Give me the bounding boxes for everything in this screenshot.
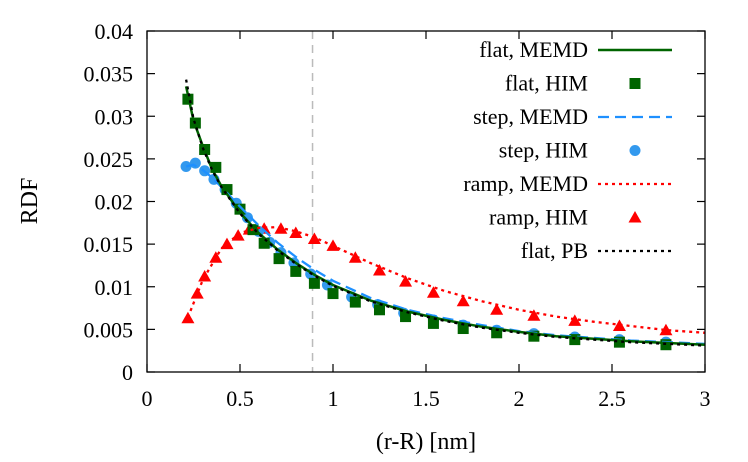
y-tick-label: 0.015 (84, 232, 134, 257)
data-point (210, 161, 222, 173)
data-point (349, 296, 361, 308)
series-step-him (180, 157, 672, 348)
data-point (180, 161, 192, 173)
data-point (568, 314, 582, 326)
data-point (327, 288, 339, 300)
legend-entry: flat, HIM (505, 71, 641, 96)
data-point (374, 304, 385, 316)
series-step-memd (185, 163, 706, 346)
x-tick-label: 0 (142, 386, 153, 411)
x-axis-label: (r-R) [nm] (376, 429, 476, 455)
y-tick-label: 0.005 (84, 317, 134, 342)
series-flat-pb (184, 79, 706, 347)
data-point (221, 184, 233, 196)
y-tick-label: 0.035 (84, 62, 134, 87)
series-line (185, 163, 706, 346)
y-tick-label: 0.025 (84, 147, 134, 172)
y-tick-label: 0.01 (95, 275, 134, 300)
x-tick-label: 3 (700, 386, 711, 411)
data-point (527, 309, 541, 321)
x-tick-label: 2.5 (598, 386, 626, 411)
data-point (308, 277, 320, 289)
data-point (612, 319, 626, 331)
data-point (400, 311, 412, 323)
x-tick-label: 2 (514, 386, 525, 411)
series-ramp-him (181, 222, 673, 336)
data-point (613, 336, 625, 348)
data-point (348, 251, 362, 263)
legend-entry: ramp, MEMD (463, 171, 672, 196)
legend-entry: step, MEMD (473, 104, 672, 129)
data-point (258, 237, 270, 249)
legend-entry: flat, PB (521, 238, 672, 263)
data-point (659, 323, 673, 336)
legend-label: step, MEMD (473, 104, 588, 129)
x-tick-label: 1 (328, 386, 339, 411)
series-line (184, 79, 706, 347)
data-point (234, 203, 246, 215)
data-point (457, 323, 469, 335)
legend-entry: ramp, HIM (489, 205, 642, 230)
data-point (289, 226, 303, 239)
x-tick-label: 1.5 (412, 386, 440, 411)
data-point (399, 275, 413, 287)
axes: 0 0.5 1 1.5 2 2.5 3 0 0.005 0.01 0.015 0.02 0.025 0.0… (84, 19, 711, 411)
series-flat-memd (184, 86, 706, 346)
data-point (427, 317, 439, 329)
legend-label: flat, HIM (505, 71, 588, 96)
y-axis-label: RDF (17, 178, 43, 225)
legend-label: step, HIM (499, 138, 588, 163)
data-point (373, 264, 386, 276)
x-tick-label: 0.5 (226, 386, 254, 411)
y-tick-label: 0 (122, 360, 133, 385)
legend: flat, MEMD flat, HIM step, MEMD step, HIM ra… (463, 37, 672, 263)
data-point (528, 330, 540, 342)
legend-label: ramp, HIM (489, 205, 588, 230)
data-point (426, 286, 440, 298)
series-line (184, 86, 706, 346)
data-point (456, 294, 470, 307)
legend-label: flat, MEMD (479, 37, 588, 62)
legend-swatch (629, 145, 641, 156)
legend-label: ramp, MEMD (463, 171, 588, 196)
series-layer (180, 79, 706, 351)
y-tick-label: 0.04 (95, 19, 134, 44)
series-ramp-memd (186, 225, 706, 334)
legend-label: flat, PB (521, 238, 588, 263)
y-tick-label: 0.02 (95, 190, 134, 215)
legend-swatch (629, 78, 641, 89)
data-point (491, 327, 503, 339)
data-point (241, 212, 253, 224)
data-point (490, 303, 504, 315)
data-point (290, 265, 302, 277)
legend-entry: flat, MEMD (479, 37, 672, 62)
legend-entry: step, HIM (499, 138, 641, 163)
data-point (209, 251, 223, 263)
y-tick-label: 0.03 (95, 104, 134, 129)
data-point (273, 253, 285, 265)
series-line (186, 225, 706, 334)
data-point (190, 287, 204, 299)
data-point (569, 334, 581, 346)
data-point (181, 311, 195, 324)
legend-swatch (628, 211, 642, 223)
